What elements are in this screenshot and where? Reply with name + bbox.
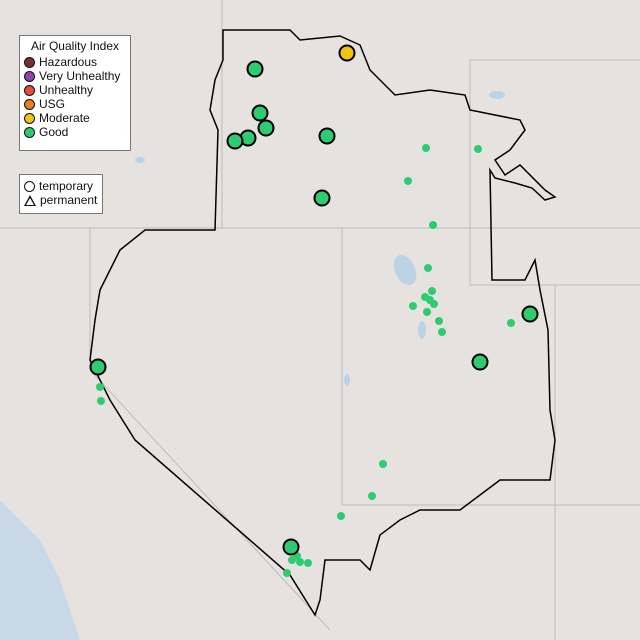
legend-label: Very Unhealthy	[39, 69, 121, 83]
permanent-monitor-marker[interactable]	[435, 317, 443, 325]
temporary-monitor-marker[interactable]	[257, 119, 275, 137]
legend-label: Good	[39, 125, 69, 139]
color-swatch-icon	[24, 98, 35, 110]
temporary-monitor-marker[interactable]	[338, 44, 356, 62]
permanent-monitors	[96, 144, 515, 577]
legend-item-permanent: permanent	[20, 193, 102, 207]
permanent-monitor-marker[interactable]	[337, 512, 345, 520]
region-boundary	[89, 29, 557, 617]
type-legend: temporary permanent	[19, 174, 103, 214]
legend-label: USG	[39, 97, 66, 111]
temporary-monitor-marker[interactable]	[521, 305, 539, 323]
permanent-monitor-marker[interactable]	[422, 144, 430, 152]
legend-item-hazardous: Hazardous	[20, 55, 130, 69]
aqi-legend: Air Quality Index Hazardous Very Unhealth…	[19, 35, 131, 151]
permanent-monitor-marker[interactable]	[474, 145, 482, 153]
aqi-legend-title: Air Quality Index	[30, 39, 120, 53]
color-swatch-icon	[24, 56, 35, 68]
color-swatch-icon	[24, 84, 35, 96]
permanent-monitor-marker[interactable]	[507, 319, 515, 327]
legend-item-unhealthy: Unhealthy	[20, 83, 130, 97]
legend-label: Unhealthy	[39, 83, 94, 97]
permanent-monitor-marker[interactable]	[296, 558, 304, 566]
permanent-monitor-marker[interactable]	[304, 559, 312, 567]
permanent-monitor-marker[interactable]	[429, 221, 437, 229]
color-swatch-icon	[24, 70, 35, 82]
permanent-monitor-marker[interactable]	[424, 264, 432, 272]
color-swatch-icon	[24, 112, 35, 124]
temporary-monitor-marker[interactable]	[318, 127, 336, 145]
legend-item-usg: USG	[20, 97, 130, 111]
temporary-monitor-marker[interactable]	[313, 189, 331, 207]
legend-label: Hazardous	[39, 55, 98, 69]
temporary-monitor-marker[interactable]	[226, 132, 244, 150]
permanent-monitor-marker[interactable]	[423, 308, 431, 316]
lakes	[135, 91, 505, 386]
temporary-monitors	[89, 44, 539, 556]
legend-label: Moderate	[39, 111, 90, 125]
permanent-monitor-marker[interactable]	[96, 383, 104, 391]
legend-item-good: Good	[20, 125, 130, 139]
permanent-monitor-marker[interactable]	[404, 177, 412, 185]
permanent-monitor-marker[interactable]	[430, 300, 438, 308]
temporary-monitor-marker[interactable]	[282, 538, 300, 556]
legend-item-temporary: temporary	[20, 179, 102, 193]
permanent-monitor-marker[interactable]	[368, 492, 376, 500]
permanent-monitor-marker[interactable]	[283, 569, 291, 577]
legend-item-moderate: Moderate	[20, 111, 130, 125]
temporary-monitor-marker[interactable]	[89, 358, 107, 376]
temporary-monitor-marker[interactable]	[251, 104, 269, 122]
color-swatch-icon	[24, 126, 35, 138]
triangle-icon	[24, 194, 36, 206]
circle-icon	[24, 180, 35, 192]
ocean	[0, 500, 80, 640]
legend-item-very-unhealthy: Very Unhealthy	[20, 69, 130, 83]
temporary-monitor-marker[interactable]	[246, 60, 264, 78]
permanent-monitor-marker[interactable]	[438, 328, 446, 336]
permanent-monitor-marker[interactable]	[379, 460, 387, 468]
legend-label: permanent	[40, 193, 98, 207]
permanent-monitor-marker[interactable]	[97, 397, 105, 405]
legend-label: temporary	[39, 179, 94, 193]
temporary-monitor-marker[interactable]	[471, 353, 489, 371]
permanent-monitor-marker[interactable]	[409, 302, 417, 310]
permanent-monitor-marker[interactable]	[428, 287, 436, 295]
